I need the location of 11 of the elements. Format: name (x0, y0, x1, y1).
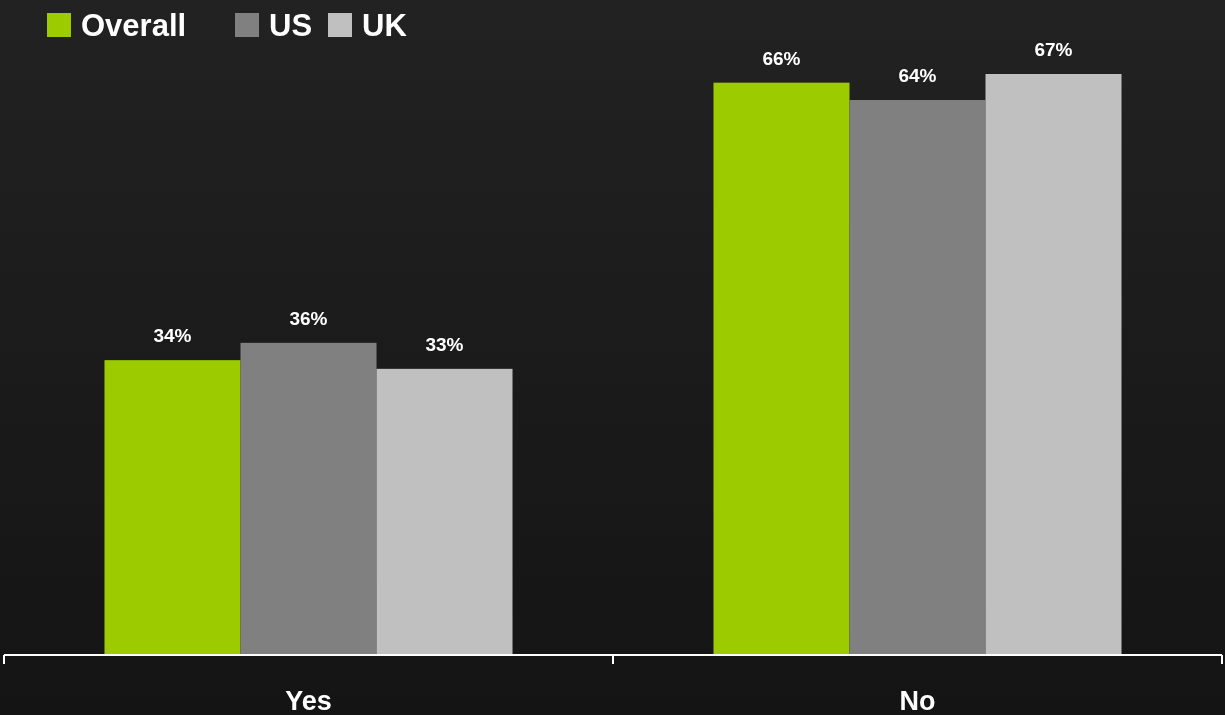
x-tick-label: No (899, 686, 936, 715)
data-label: 64% (898, 65, 937, 87)
data-label: 66% (762, 47, 801, 69)
legend-label: Overall (81, 8, 187, 43)
legend-label: US (269, 8, 313, 43)
data-label: 67% (1034, 39, 1073, 60)
data-label: 36% (289, 307, 328, 329)
data-label: 34% (153, 325, 192, 347)
x-tick-label: Yes (285, 686, 332, 715)
data-label: 33% (425, 333, 464, 355)
legend-label: UK (362, 8, 408, 43)
